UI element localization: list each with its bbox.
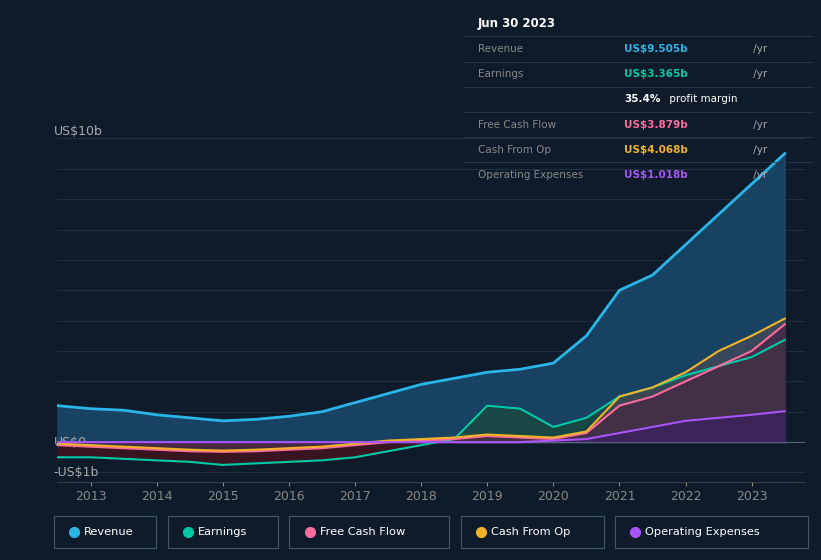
Text: Earnings: Earnings (198, 527, 247, 537)
Bar (290, 516, 449, 548)
Text: Free Cash Flow: Free Cash Flow (478, 120, 556, 129)
Text: profit margin: profit margin (667, 95, 738, 104)
Text: US$3.879b: US$3.879b (624, 120, 688, 129)
Text: /yr: /yr (750, 120, 768, 129)
Text: Cash From Op: Cash From Op (491, 527, 570, 537)
Text: Revenue: Revenue (478, 44, 523, 54)
Text: /yr: /yr (750, 44, 768, 54)
Bar (615, 516, 808, 548)
Text: /yr: /yr (750, 170, 768, 180)
Bar (54, 516, 157, 548)
Text: /yr: /yr (750, 69, 768, 79)
Bar (461, 516, 604, 548)
Text: Jun 30 2023: Jun 30 2023 (478, 17, 556, 30)
Text: Revenue: Revenue (85, 527, 134, 537)
Text: US$9.505b: US$9.505b (624, 44, 688, 54)
Text: Free Cash Flow: Free Cash Flow (319, 527, 405, 537)
Bar (167, 516, 278, 548)
Text: US$0: US$0 (53, 436, 87, 449)
Text: US$4.068b: US$4.068b (624, 145, 688, 155)
Text: -US$1b: -US$1b (53, 466, 99, 479)
Text: US$3.365b: US$3.365b (624, 69, 688, 79)
Text: Operating Expenses: Operating Expenses (478, 170, 583, 180)
Text: /yr: /yr (750, 145, 768, 155)
Text: US$1.018b: US$1.018b (624, 170, 688, 180)
Text: Operating Expenses: Operating Expenses (645, 527, 760, 537)
Text: US$10b: US$10b (53, 125, 103, 138)
Text: Cash From Op: Cash From Op (478, 145, 551, 155)
Text: Earnings: Earnings (478, 69, 523, 79)
Text: 35.4%: 35.4% (624, 95, 661, 104)
